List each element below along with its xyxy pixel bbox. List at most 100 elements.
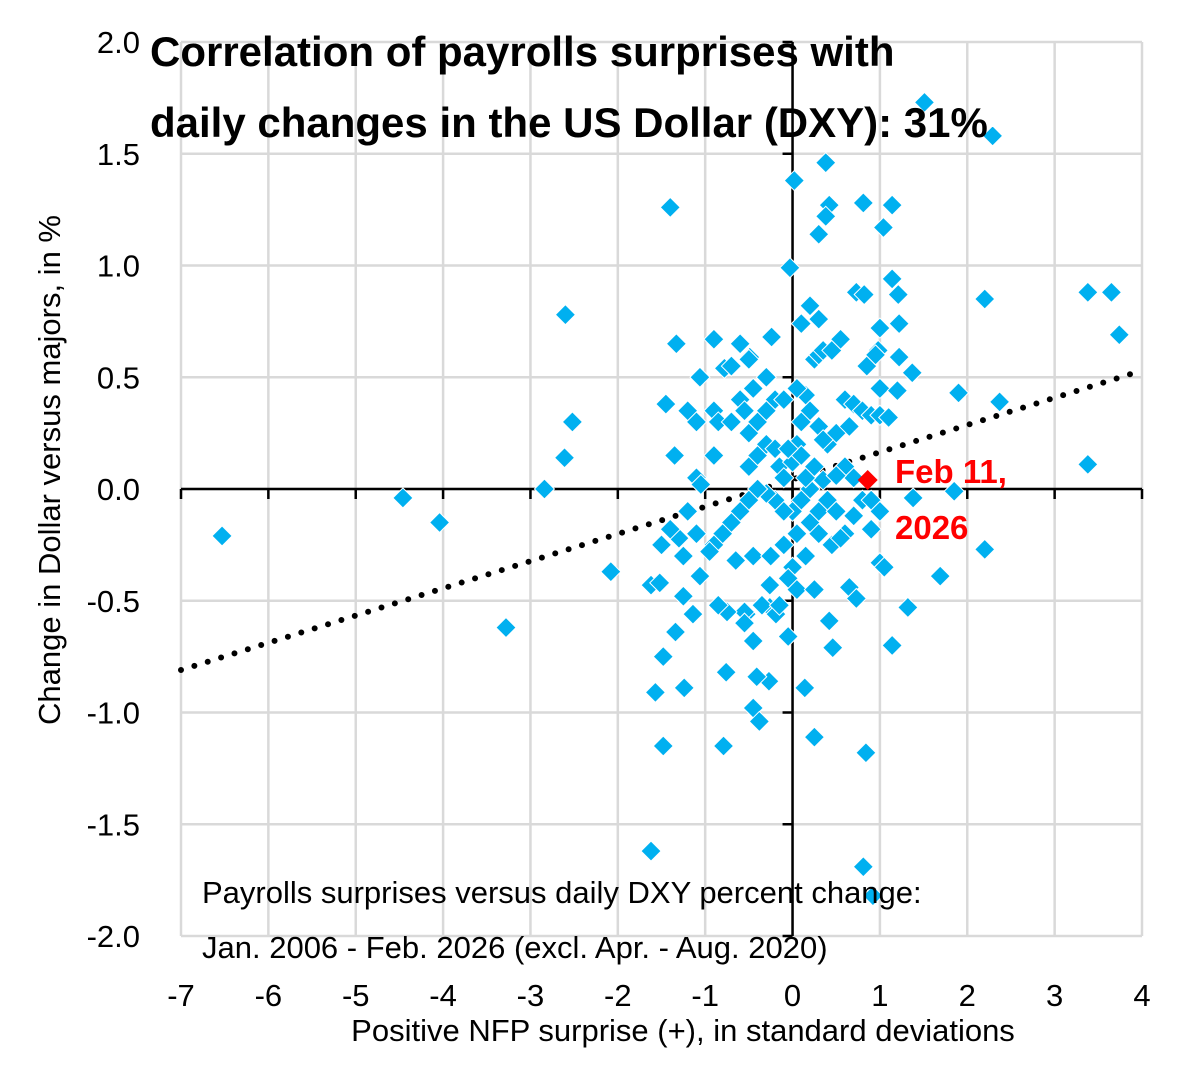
x-tick-label: 4 (1133, 978, 1150, 1013)
data-point (755, 366, 778, 388)
data-point (855, 742, 877, 764)
x-tick-label: 1 (871, 978, 888, 1013)
data-point (886, 379, 909, 402)
chart-title-line-1: Correlation of payrolls surprises with (150, 28, 895, 75)
data-point (777, 625, 799, 648)
x-tick-label: -6 (255, 978, 283, 1013)
data-point (689, 565, 711, 587)
y-tick-label: -0.5 (87, 584, 140, 619)
chart-title-line-2: daily changes in the US Dollar (DXY): 31… (150, 99, 988, 146)
data-point (808, 223, 830, 245)
data-point (881, 194, 903, 216)
data-point (659, 518, 681, 540)
data-point (211, 525, 233, 547)
data-point (853, 283, 875, 306)
data-point (1100, 281, 1123, 304)
data-point (689, 366, 711, 388)
data-point (860, 518, 882, 540)
data-point (698, 540, 721, 563)
data-point (829, 527, 852, 549)
x-tick-label: 3 (1046, 978, 1063, 1013)
data-point (773, 388, 795, 411)
data-point (655, 393, 677, 415)
data-point (818, 610, 840, 632)
x-tick-label: 2 (959, 978, 976, 1013)
data-point (665, 333, 688, 355)
data-point (929, 565, 951, 587)
data-point (659, 196, 681, 219)
data-point (897, 596, 919, 619)
data-point (707, 594, 729, 616)
data-point (1077, 453, 1099, 476)
data-point (881, 268, 903, 290)
x-tick-label: -1 (691, 978, 719, 1013)
data-point (842, 467, 865, 489)
y-tick-label: -1.0 (87, 696, 140, 731)
data-point (869, 500, 891, 523)
data-point (913, 91, 936, 114)
data-point (902, 487, 924, 509)
data-point (943, 480, 965, 502)
data-point (644, 681, 667, 704)
data-point (773, 534, 795, 556)
data-point (803, 455, 826, 478)
trendline-dotted (178, 367, 1145, 674)
data-point (703, 444, 725, 467)
y-tick-label: 0.0 (97, 472, 140, 507)
data-point (729, 333, 751, 355)
x-tick-label: -3 (517, 978, 545, 1013)
data-point (733, 400, 756, 422)
data-point (733, 612, 756, 634)
data-point (888, 312, 910, 335)
note-line-2: Jan. 2006 - Feb. 2026 (excl. Apr. - Aug.… (202, 930, 828, 965)
x-tick-label: 0 (784, 978, 801, 1013)
data-point (808, 308, 830, 330)
data-point (864, 344, 887, 366)
data-point (887, 283, 909, 306)
y-tick-label: 0.5 (97, 360, 140, 395)
data-point (746, 666, 768, 688)
data-point (852, 856, 875, 878)
data-point (869, 377, 891, 400)
data-point (881, 634, 903, 657)
y-axis-label: Change in Dollar versus majors, in % (32, 215, 67, 725)
data-point (988, 391, 1011, 413)
x-tick-label: -4 (429, 978, 457, 1013)
data-point (760, 326, 783, 348)
data-point (703, 328, 725, 350)
axes (179, 40, 1144, 938)
data-point (869, 317, 891, 339)
data-point (649, 572, 671, 594)
data-point (873, 556, 895, 578)
y-tick-label: 1.0 (97, 249, 140, 284)
data-point (947, 382, 970, 404)
data-point (815, 151, 837, 174)
data-point (768, 594, 791, 616)
data-point (664, 621, 687, 643)
data-point (685, 522, 708, 545)
data-point (790, 312, 812, 335)
data-point (790, 411, 812, 433)
data-point (495, 616, 517, 639)
data-point (808, 522, 830, 545)
data-point (663, 444, 686, 467)
y-tick-labels: 2.0 1.5 1.0 0.5 0.0 -0.5 -1.0 -1.5 -2.0 (87, 25, 140, 954)
data-point (561, 411, 584, 433)
data-point (838, 415, 861, 438)
data-point (600, 560, 622, 583)
data-point (974, 288, 996, 310)
data-point (672, 585, 695, 607)
data-point (981, 125, 1004, 147)
data-point (712, 735, 735, 757)
data-point (392, 487, 414, 509)
data-point (901, 362, 923, 384)
highlight-point (857, 470, 878, 491)
data-point (786, 377, 808, 400)
data-point (759, 545, 782, 567)
data-point (803, 726, 826, 748)
trendline (178, 367, 1145, 674)
data-point (888, 346, 910, 368)
data-point (786, 578, 808, 601)
data-point (845, 587, 868, 610)
